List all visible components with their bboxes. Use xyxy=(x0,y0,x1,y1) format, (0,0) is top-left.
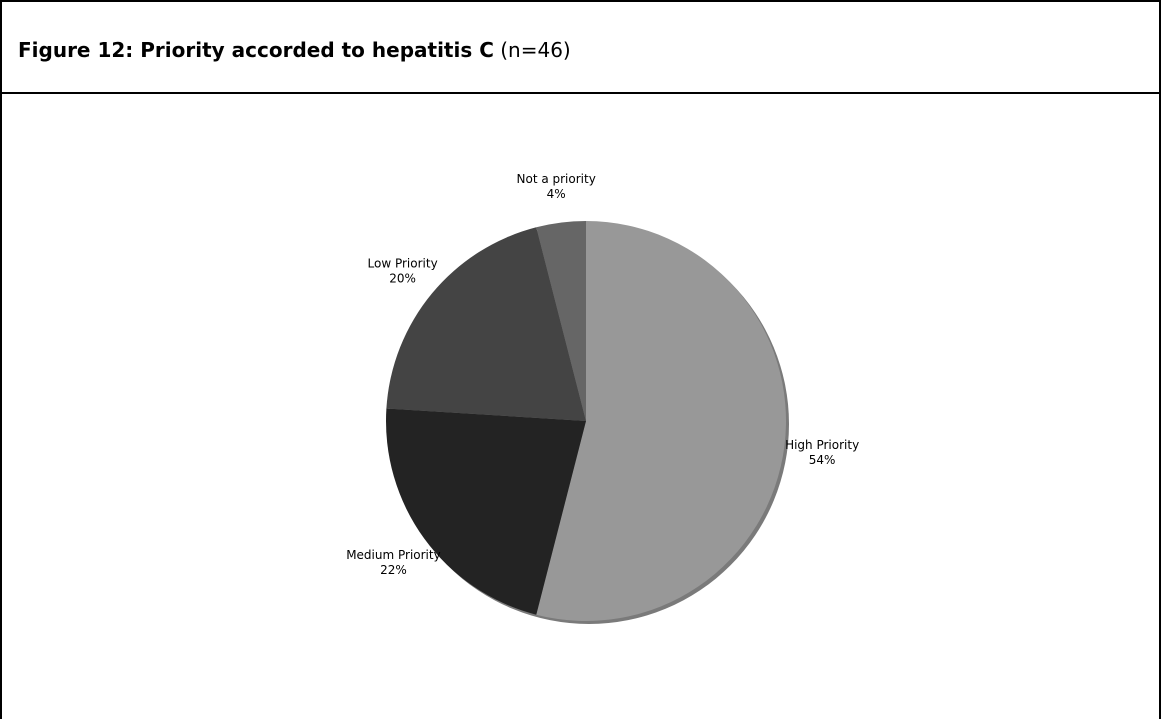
chart-area: High Priority 54% Medium Priority 22% Low Pr… xyxy=(2,94,1159,721)
slice-category-label: Not a priority xyxy=(517,172,596,186)
caption-sample-size: (n=46) xyxy=(500,38,571,62)
figure-caption: Figure 12: Priority accorded to hepatiti… xyxy=(18,38,571,62)
slice-percent-label: 20% xyxy=(389,271,416,285)
slice-category-label: Medium Priority xyxy=(346,548,441,562)
pie-slice-low-priority xyxy=(386,227,586,421)
caption-row: Figure 12: Priority accorded to hepatiti… xyxy=(2,2,1159,94)
slice-percent-label: 22% xyxy=(380,563,407,577)
caption-title: Figure 12: Priority accorded to hepatiti… xyxy=(18,38,494,62)
slice-percent-label: 54% xyxy=(809,453,836,467)
slice-percent-label: 4% xyxy=(547,187,566,201)
pie-slice-not-a-priority xyxy=(536,221,586,421)
pie-slice-high-priority xyxy=(536,221,786,621)
slice-category-label: Low Priority xyxy=(368,256,438,270)
slice-category-label: High Priority xyxy=(785,438,859,452)
pie-slice-medium-priority xyxy=(386,408,586,615)
